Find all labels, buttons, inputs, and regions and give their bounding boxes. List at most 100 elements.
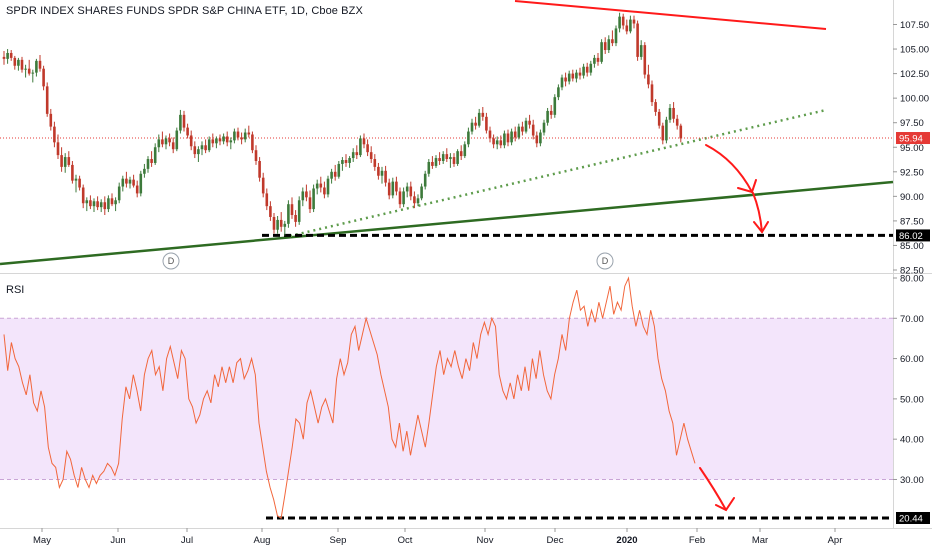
- price-tick-label: 97.50: [900, 118, 924, 129]
- candle-body: [629, 19, 632, 32]
- candle-body: [549, 110, 553, 115]
- candle-body: [114, 200, 117, 205]
- candle-body: [571, 73, 575, 79]
- time-tick-label: Aug: [254, 535, 271, 546]
- dividend-marker-label: D: [602, 256, 609, 266]
- candle-body: [632, 19, 636, 24]
- candle-body: [164, 138, 168, 145]
- candle-body: [92, 201, 96, 207]
- candle-body: [49, 113, 53, 127]
- candle-body: [13, 57, 17, 66]
- candle-body: [236, 131, 240, 138]
- time-tick-label: May: [33, 535, 51, 546]
- green-support-trendline: [0, 180, 894, 266]
- candle-body: [488, 130, 492, 139]
- candle-body: [150, 159, 153, 163]
- candle-body: [373, 159, 377, 167]
- candle-body: [341, 160, 344, 164]
- candle-body: [405, 186, 409, 192]
- candle-body: [193, 146, 197, 155]
- price-tick-label: 87.50: [900, 216, 924, 227]
- candle-body: [477, 112, 481, 126]
- candle-body: [60, 155, 63, 167]
- candle-body: [654, 102, 657, 112]
- candle-body: [679, 125, 683, 139]
- candle-body: [305, 191, 308, 198]
- candle-body: [301, 191, 305, 201]
- candle-body: [672, 107, 675, 119]
- candle-body: [449, 157, 452, 160]
- candle-body: [456, 151, 459, 164]
- candle-body: [254, 150, 258, 161]
- candle-body: [567, 73, 571, 82]
- candle-body: [438, 158, 441, 161]
- candle-body: [67, 157, 71, 165]
- candle-body: [603, 42, 607, 51]
- candle-body: [308, 197, 312, 210]
- candle-body: [297, 200, 301, 222]
- candle-body: [189, 135, 193, 147]
- candle-body: [139, 173, 143, 194]
- candle-body: [146, 159, 150, 169]
- candle-body: [38, 60, 42, 69]
- candle-body: [542, 122, 546, 133]
- time-tick-label: Jun: [110, 535, 125, 546]
- candle-body: [121, 178, 125, 187]
- price-tick-label: 105.00: [900, 45, 929, 56]
- candle-body: [9, 52, 13, 58]
- candle-body: [495, 140, 499, 145]
- candle-body: [539, 132, 542, 144]
- candle-body: [402, 191, 405, 205]
- candle-body: [675, 118, 679, 126]
- time-tick-label: Mar: [752, 535, 768, 546]
- candle-body: [319, 183, 323, 188]
- candle-body: [110, 198, 114, 205]
- candle-body: [89, 200, 92, 207]
- candle-body: [81, 187, 85, 204]
- candle-body: [521, 126, 524, 132]
- candle-body: [247, 132, 251, 135]
- candle-body: [413, 196, 416, 204]
- candle-body: [459, 151, 463, 157]
- candle-body: [625, 25, 629, 32]
- candle-body: [85, 200, 89, 204]
- candle-body: [312, 188, 315, 210]
- candle-body: [17, 59, 20, 66]
- candle-body: [643, 45, 647, 75]
- rsi-arrow-head: [715, 497, 735, 512]
- candle-body: [330, 171, 333, 179]
- price-tick-label: 100.00: [900, 94, 929, 105]
- candle-body: [596, 57, 600, 62]
- candle-body: [474, 122, 477, 126]
- rsi-arrow: [699, 467, 727, 511]
- rsi-title: RSI: [6, 284, 25, 296]
- last-price-tag-label: 95.94: [899, 134, 923, 145]
- candle-body: [359, 138, 362, 156]
- candle-body: [557, 87, 560, 98]
- candle-body: [204, 145, 207, 151]
- candle-body: [467, 131, 470, 145]
- candle-body: [287, 204, 290, 224]
- candle-body: [524, 120, 528, 132]
- candle-body: [513, 131, 517, 138]
- candle-body: [218, 138, 222, 142]
- price-tick-label: 107.50: [900, 20, 929, 31]
- candle-body: [377, 166, 380, 176]
- candle-body: [499, 140, 503, 146]
- candle-body: [395, 181, 398, 192]
- time-tick-label: Apr: [828, 535, 843, 546]
- candle-body: [240, 137, 243, 140]
- candle-body: [531, 124, 535, 136]
- candle-body: [78, 178, 81, 188]
- price-arrow-1: [705, 144, 753, 193]
- candle-body: [485, 116, 488, 131]
- candle-body: [657, 111, 661, 126]
- candle-body: [607, 39, 611, 51]
- candle-body: [207, 139, 211, 151]
- candle-body: [463, 144, 467, 157]
- candle-body: [315, 183, 319, 189]
- rsi-tick-label: 60.00: [900, 354, 924, 365]
- price-arrow-2-head: [753, 221, 769, 234]
- candle-body: [197, 149, 200, 155]
